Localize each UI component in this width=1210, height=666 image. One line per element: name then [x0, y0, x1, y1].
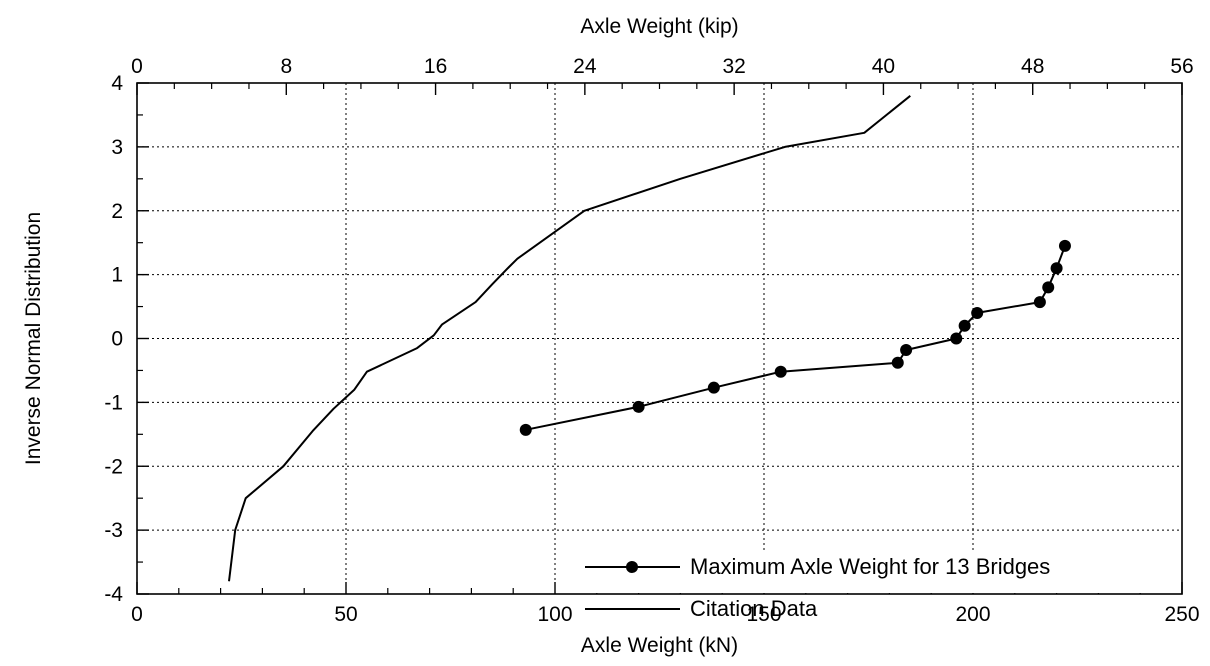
- y-tick-label-neg1: -1: [104, 391, 123, 414]
- x2-tick-label-8: 8: [280, 55, 292, 78]
- top-axis: 0 8 16 24 32 40 48 56: [131, 55, 1194, 95]
- x2-tick-label-40: 40: [872, 55, 895, 78]
- x2-tick-label-48: 48: [1021, 55, 1044, 78]
- data-point-maximum-axle-weight-for-13-bridges-11: [1050, 262, 1063, 275]
- y-tick-label-0: 0: [111, 328, 123, 351]
- x-tick-label-50: 50: [334, 603, 357, 626]
- legend-swatch-marker-maximum-axle-weight: [626, 561, 638, 573]
- data-point-maximum-axle-weight-for-13-bridges-12: [1058, 239, 1071, 252]
- data-point-maximum-axle-weight-for-13-bridges-5: [900, 343, 913, 356]
- y-tick-label-neg4: -4: [104, 583, 123, 606]
- data-point-maximum-axle-weight-for-13-bridges-6: [950, 332, 963, 345]
- x-tick-label-200: 200: [955, 603, 990, 626]
- x-tick-label-100: 100: [537, 603, 572, 626]
- series-layer: [228, 95, 1071, 582]
- y-tick-label-neg3: -3: [104, 519, 123, 542]
- x2-tick-label-56: 56: [1170, 55, 1193, 78]
- y-tick-label-2: 2: [111, 200, 123, 223]
- data-point-maximum-axle-weight-for-13-bridges-4: [891, 356, 904, 369]
- x-axis-title: Axle Weight (kN): [581, 634, 738, 657]
- legend-box: [572, 550, 1176, 593]
- x-tick-label-0: 0: [131, 603, 143, 626]
- top-axis-title: Axle Weight (kip): [580, 15, 738, 38]
- data-point-maximum-axle-weight-for-13-bridges-2: [707, 381, 720, 394]
- y-tick-label-3: 3: [111, 136, 123, 159]
- y-tick-label-4: 4: [111, 72, 123, 95]
- x2-tick-label-32: 32: [722, 55, 745, 78]
- series-line-maximum-axle-weight-for-13-bridges: [525, 245, 1066, 431]
- y-axis-title: Inverse Normal Distribution: [22, 212, 45, 465]
- data-point-maximum-axle-weight-for-13-bridges-1: [632, 400, 645, 413]
- bottom-axis: 0 50 100 150 200 250: [131, 582, 1200, 626]
- y-tick-label-1: 1: [111, 264, 123, 287]
- series-line-citation-data: [228, 95, 911, 582]
- legend: Maximum Axle Weight for 13 Bridges Citat…: [572, 550, 1176, 621]
- data-point-maximum-axle-weight-for-13-bridges-10: [1042, 281, 1055, 294]
- x2-tick-label-24: 24: [573, 55, 597, 78]
- grid-layer: [137, 83, 1182, 594]
- data-point-maximum-axle-weight-for-13-bridges-3: [774, 365, 787, 378]
- data-point-maximum-axle-weight-for-13-bridges-0: [519, 423, 532, 436]
- data-point-maximum-axle-weight-for-13-bridges-9: [1033, 296, 1046, 309]
- data-point-maximum-axle-weight-for-13-bridges-8: [971, 306, 984, 319]
- left-axis: -4 -3 -2 -1 0 1 2 3 4: [104, 72, 149, 606]
- x2-tick-label-0: 0: [131, 55, 143, 78]
- legend-label-citation-data: Citation Data: [690, 596, 818, 621]
- y-tick-label-neg2: -2: [104, 455, 123, 478]
- data-point-maximum-axle-weight-for-13-bridges-7: [958, 319, 971, 332]
- x-tick-label-150: 150: [746, 603, 781, 626]
- legend-label-maximum-axle-weight: Maximum Axle Weight for 13 Bridges: [690, 554, 1050, 579]
- x-tick-label-250: 250: [1164, 603, 1199, 626]
- x2-tick-label-16: 16: [424, 55, 447, 78]
